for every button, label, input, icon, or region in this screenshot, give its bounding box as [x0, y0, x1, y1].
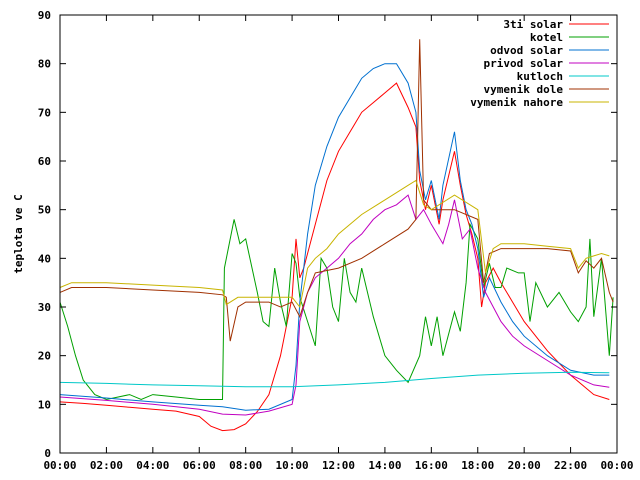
x-tick-label: 04:00 [136, 459, 169, 472]
series-line-odvod-solar [59, 63, 610, 411]
x-tick-label: 08:00 [229, 459, 262, 472]
x-tick-label: 06:00 [183, 459, 216, 472]
x-tick-label: 02:00 [90, 459, 123, 472]
series-line-vymenik-nahore [59, 179, 610, 309]
legend-label-kotel: kotel [530, 31, 563, 44]
y-tick-label: 60 [38, 155, 51, 168]
x-tick-label: 12:00 [322, 459, 355, 472]
series-line-privod-solar [59, 194, 610, 416]
y-tick-label: 20 [38, 350, 51, 363]
legend-label-3ti-solar: 3ti solar [503, 18, 563, 31]
legend-label-vymenik-dole: vymenik dole [484, 83, 564, 96]
y-tick-label: 40 [38, 252, 51, 265]
legend-label-kutloch: kutloch [517, 70, 563, 83]
x-tick-label: 10:00 [276, 459, 309, 472]
x-tick-label: 14:00 [368, 459, 401, 472]
axes: 0 10 20 30 40 50 60 70 80 90 00:00 02:00 04:00 06:00 0… [38, 9, 634, 472]
series-line-vymenik-dole [59, 39, 614, 342]
x-tick-label: 00:00 [600, 459, 633, 472]
legend-label-privod-solar: privod solar [484, 57, 564, 70]
plot-lines [59, 39, 614, 432]
x-tick-label: 00:00 [43, 459, 76, 472]
y-axis-label: teplota ve C [12, 194, 25, 273]
y-tick-label: 70 [38, 106, 51, 119]
legend-label-odvod-solar: odvod solar [490, 44, 563, 57]
x-tick-label: 20:00 [508, 459, 541, 472]
y-tick-label: 30 [38, 301, 51, 314]
x-tick-label: 22:00 [554, 459, 587, 472]
series-line-kutloch [59, 371, 610, 388]
x-tick-label: 18:00 [461, 459, 494, 472]
series-line-3ti-solar [59, 82, 610, 432]
y-tick-label: 10 [38, 398, 51, 411]
legend-label-vymenik-nahore: vymenik nahore [470, 96, 563, 109]
x-tick-label: 16:00 [415, 459, 448, 472]
series-line-kotel [59, 219, 614, 401]
y-tick-label: 0 [44, 447, 51, 460]
y-tick-label: 80 [38, 58, 51, 71]
y-tick-label: 90 [38, 9, 51, 22]
y-tick-label: 50 [38, 204, 51, 217]
